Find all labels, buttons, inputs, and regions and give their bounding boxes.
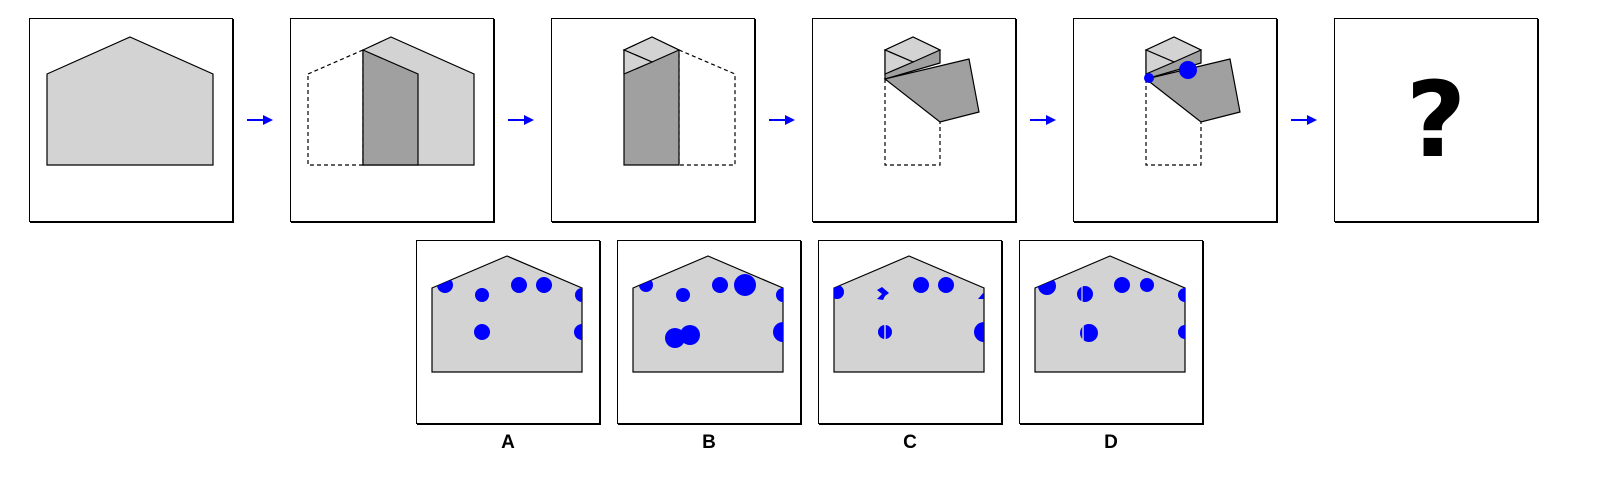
- punched-hole-edge: [1144, 73, 1154, 83]
- hole: [575, 288, 582, 302]
- option-c-panel[interactable]: [818, 240, 1002, 424]
- hole: [712, 277, 728, 293]
- folded-flap: [362, 49, 419, 166]
- hole: [734, 274, 756, 296]
- option-a-panel[interactable]: [416, 240, 600, 424]
- question-mark: ?: [1405, 59, 1467, 181]
- diagonal-flap: [883, 58, 980, 123]
- option-b-label: B: [702, 432, 716, 453]
- arrow-2: [507, 113, 535, 132]
- hole: [680, 325, 700, 345]
- hole: [1080, 324, 1098, 342]
- option-d-drawing: [1034, 255, 1186, 373]
- option-a-drawing: [431, 255, 583, 373]
- hole: [1178, 288, 1185, 302]
- arrow-3: [768, 113, 796, 132]
- option-c-drawing: [833, 255, 985, 373]
- paper-sheet-drawing: [46, 36, 214, 166]
- hole: [834, 285, 844, 299]
- paper-sheet: [833, 255, 985, 373]
- hole: [938, 277, 954, 293]
- option-b-drawing: [632, 255, 784, 373]
- stack-corner-face: [1145, 49, 1176, 75]
- step-1-panel: [29, 18, 233, 222]
- hole: [913, 277, 929, 293]
- option-d-label: D: [1104, 432, 1118, 453]
- option-b-panel[interactable]: [617, 240, 801, 424]
- hole: [1077, 286, 1093, 302]
- hole-fragment: [978, 292, 984, 299]
- hole: [676, 288, 690, 302]
- hole: [773, 322, 783, 342]
- hole: [511, 277, 527, 293]
- hole: [1140, 278, 1154, 292]
- paper-sheet: [1034, 255, 1186, 373]
- original-position-outline: [678, 49, 736, 166]
- step-4-panel: [812, 18, 1016, 222]
- fold-1-drawing: [307, 36, 475, 166]
- diagonal-flap: [1144, 58, 1241, 123]
- option-d-panel[interactable]: [1019, 240, 1203, 424]
- original-position-outline: [307, 49, 364, 166]
- paper-sheet: [431, 255, 583, 373]
- fold-3-drawing: [883, 36, 980, 166]
- hole-fragment: [877, 287, 889, 300]
- arrow-1: [246, 113, 274, 132]
- hole: [776, 288, 783, 302]
- hole: [536, 277, 552, 293]
- hole: [974, 322, 984, 342]
- hole: [574, 324, 582, 340]
- punched-hole: [1179, 61, 1197, 79]
- punch-drawing: [1144, 36, 1241, 166]
- original-position-outline: [884, 77, 941, 166]
- option-a-label: A: [501, 432, 515, 453]
- option-c-label: C: [903, 432, 917, 453]
- question-panel: ?: [1334, 18, 1538, 222]
- step-3-panel: [551, 18, 755, 222]
- arrow-5: [1290, 113, 1318, 132]
- hole: [1114, 277, 1130, 293]
- step-2-panel: [290, 18, 494, 222]
- hole: [1178, 325, 1185, 339]
- paper-sheet: [632, 255, 784, 373]
- hole: [665, 328, 685, 348]
- hole: [474, 324, 490, 340]
- original-position-outline: [1145, 77, 1202, 166]
- strip-corner-face: [623, 49, 654, 75]
- arrow-4: [1029, 113, 1057, 132]
- step-5-panel: [1073, 18, 1277, 222]
- stack-corner-face: [884, 49, 915, 75]
- fold-2-drawing: [622, 36, 736, 166]
- paper-sheet: [46, 36, 214, 166]
- hole: [437, 277, 453, 293]
- hole: [475, 288, 489, 302]
